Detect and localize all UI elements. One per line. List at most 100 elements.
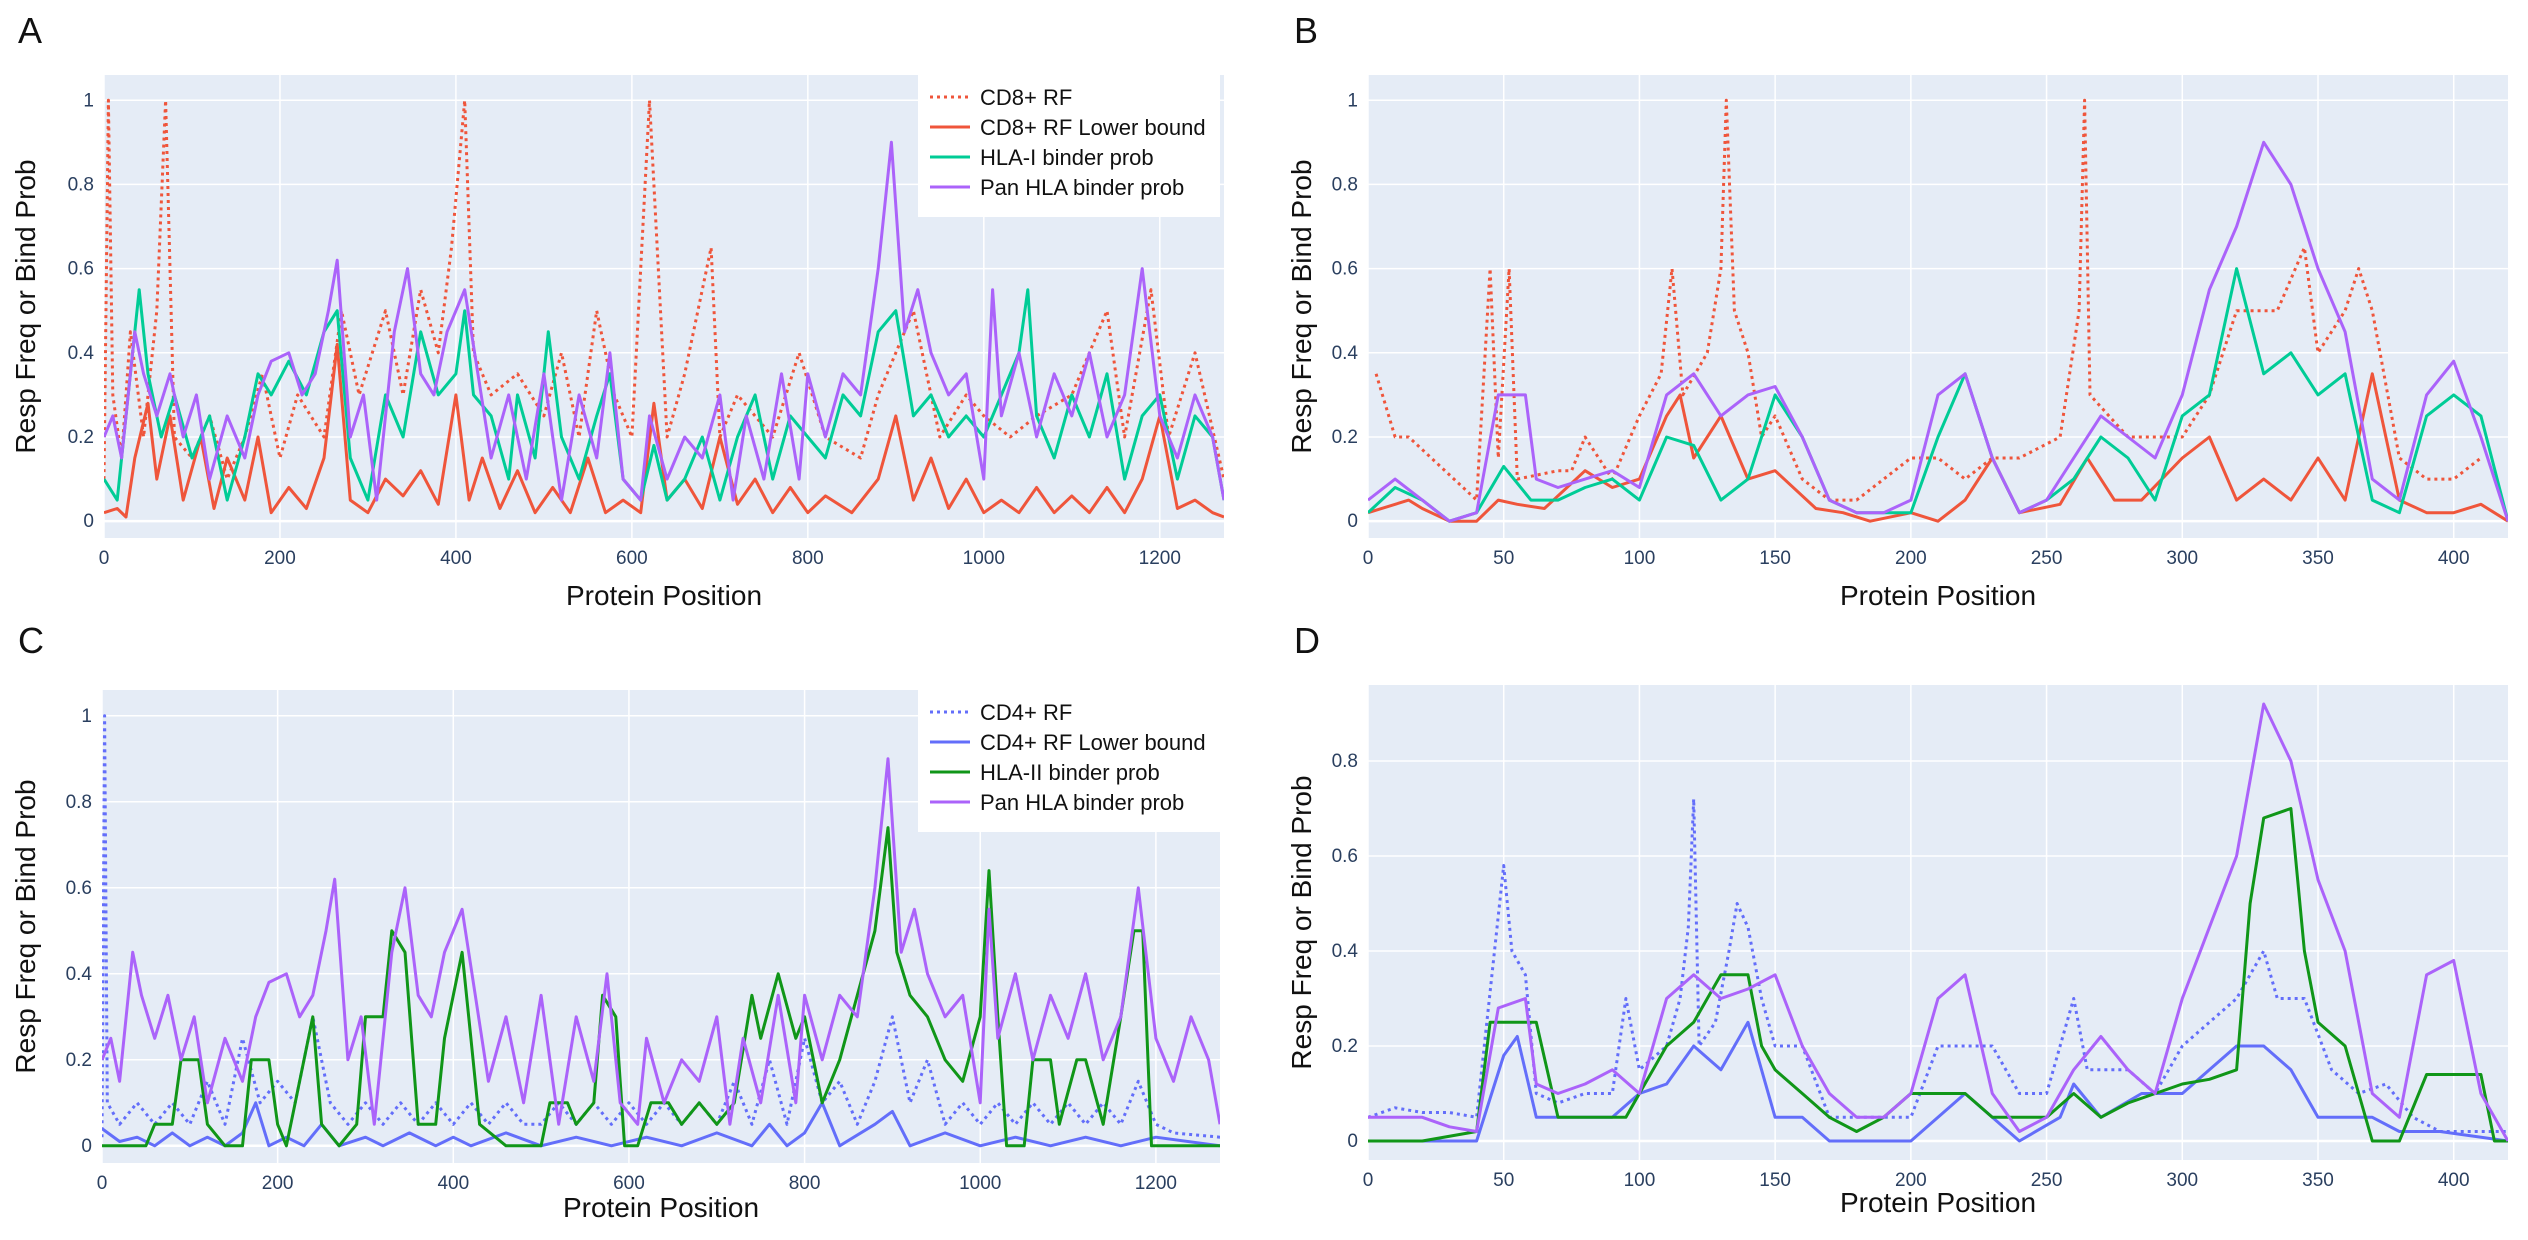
y-tick-label: 0.6 [68,259,94,280]
legend-label: Pan HLA binder prob [980,790,1184,815]
x-tick-label: 800 [792,548,824,569]
series-group [102,714,1220,1148]
y-axis-title: Resp Freq or Bind Prob [1286,775,1317,1069]
series-line-hla-ii-binder-prob [102,826,1220,1148]
panel-c: 0 200 400 600 800 1000 1200 0 0.2 0.4 0.6 0.8 1 Prote… [0,620,1264,1240]
series-group [1368,98,2508,523]
x-tick-label: 350 [2302,1170,2334,1191]
panel-letter: B [1294,10,1319,51]
chart-svg: 0 50 100 150 200 250 300 350 400 0 0.2 0.4 0.6 0.8 Pro… [1286,685,2508,1218]
x-tick-label: 400 [2438,548,2470,569]
chart-svg: 0 200 400 600 800 1000 1200 0 0.2 0.4 0.6 0.8 1 Prote… [10,75,1224,611]
y-tick-label: 0.8 [1332,751,1358,772]
x-tick-label: 400 [437,1173,469,1194]
y-tick-label: 0.2 [68,427,94,448]
y-tick-label: 0.8 [66,792,92,813]
x-tick-label: 1200 [1139,548,1181,569]
x-tick-label: 150 [1759,1170,1791,1191]
x-tick-label: 100 [1624,1170,1656,1191]
series-line-cd8-rf-lower-bound [104,342,1224,519]
legend-background [918,75,1220,217]
y-tick-label: 0.4 [1332,343,1359,364]
y-tick-label: 1 [1347,90,1358,111]
y-tick-label: 0.4 [1332,941,1359,962]
x-tick-label: 350 [2302,548,2334,569]
panel-d: 0 50 100 150 200 250 300 350 400 0 0.2 0.4 0.6 0.8 Pro… [1264,620,2528,1240]
series-line-pan-hla-binder-prob [104,140,1224,502]
x-tick-label: 0 [99,548,110,569]
x-tick-label: 250 [2031,1170,2063,1191]
y-axis-title: Resp Freq or Bind Prob [1286,159,1317,453]
x-tick-label: 200 [262,1173,294,1194]
series-line-unnamed [1368,372,2508,523]
y-tick-label: 0.6 [1332,259,1358,280]
y-tick-label: 0.4 [68,343,95,364]
y-tick-label: 0.6 [1332,846,1358,867]
x-tick-label: 1000 [959,1173,1001,1194]
x-tick-label: 250 [2031,548,2063,569]
y-tick-label: 0.8 [1332,174,1358,195]
legend-label: CD4+ RF [980,700,1072,725]
series-group [1368,702,2508,1143]
x-tick-label: 1000 [963,548,1005,569]
legend: CD4+ RF CD4+ RF Lower bound HLA-II binder … [918,690,1220,832]
series-line-pan-hla-binder-prob [102,757,1220,1126]
legend: CD8+ RF CD8+ RF Lower bound HLA-I binder p… [918,75,1220,217]
series-line-unnamed [1368,702,2508,1142]
y-tick-label: 0.6 [66,878,92,899]
y-axis-title: Resp Freq or Bind Prob [10,779,41,1073]
y-tick-label: 0 [83,511,94,532]
y-tick-label: 0 [1347,511,1358,532]
panel-letter: D [1294,620,1320,661]
legend-label: HLA-I binder prob [980,145,1154,170]
x-tick-label: 200 [1895,1170,1927,1191]
x-tick-label: 0 [1363,548,1374,569]
y-tick-label: 1 [81,706,92,727]
x-tick-label: 300 [2166,548,2198,569]
panel-letter: A [18,10,43,51]
series-line-unnamed [1368,807,2508,1143]
series-group [104,98,1224,519]
x-tick-label: 200 [1895,548,1927,569]
x-tick-label: 50 [1493,548,1514,569]
plot-background [1368,685,2508,1160]
x-tick-label: 200 [264,548,296,569]
x-axis-title: Protein Position [1840,1187,2036,1218]
series-line-unnamed [1368,267,2508,523]
y-tick-label: 0 [81,1136,92,1157]
y-axis-title: Resp Freq or Bind Prob [10,159,41,453]
x-tick-label: 1200 [1135,1173,1177,1194]
x-tick-label: 0 [97,1173,108,1194]
y-tick-label: 0.4 [66,964,93,985]
y-tick-label: 0.2 [66,1050,92,1071]
legend-label: Pan HLA binder prob [980,175,1184,200]
x-tick-label: 800 [789,1173,821,1194]
chart-svg: 0 200 400 600 800 1000 1200 0 0.2 0.4 0.6 0.8 1 Prote… [10,690,1220,1223]
x-tick-label: 600 [613,1173,645,1194]
x-tick-label: 600 [616,548,648,569]
chart-svg: 0 50 100 150 200 250 300 350 400 0 0.2 0.4 0.6 0.8 1 Pr… [1286,75,2508,611]
x-tick-label: 50 [1493,1170,1514,1191]
y-tick-label: 0.2 [1332,427,1358,448]
y-tick-label: 1 [83,90,94,111]
legend-label: CD8+ RF Lower bound [980,115,1206,140]
legend-label: CD4+ RF Lower bound [980,730,1206,755]
y-tick-label: 0 [1347,1131,1358,1152]
legend-label: CD8+ RF [980,85,1072,110]
x-tick-label: 400 [440,548,472,569]
y-tick-label: 0.2 [1332,1036,1358,1057]
x-tick-label: 150 [1759,548,1791,569]
x-axis-title: Protein Position [566,580,762,611]
panel-letter: C [18,620,44,661]
legend-background [918,690,1220,832]
panel-b: 0 50 100 150 200 250 300 350 400 0 0.2 0.4 0.6 0.8 1 Pr… [1264,0,2528,620]
x-tick-label: 0 [1363,1170,1374,1191]
x-tick-label: 300 [2166,1170,2198,1191]
plot-background [1368,75,2508,538]
legend-label: HLA-II binder prob [980,760,1160,785]
x-axis-title: Protein Position [1840,580,2036,611]
x-tick-label: 100 [1624,548,1656,569]
x-tick-label: 400 [2438,1170,2470,1191]
y-tick-label: 0.8 [68,174,94,195]
